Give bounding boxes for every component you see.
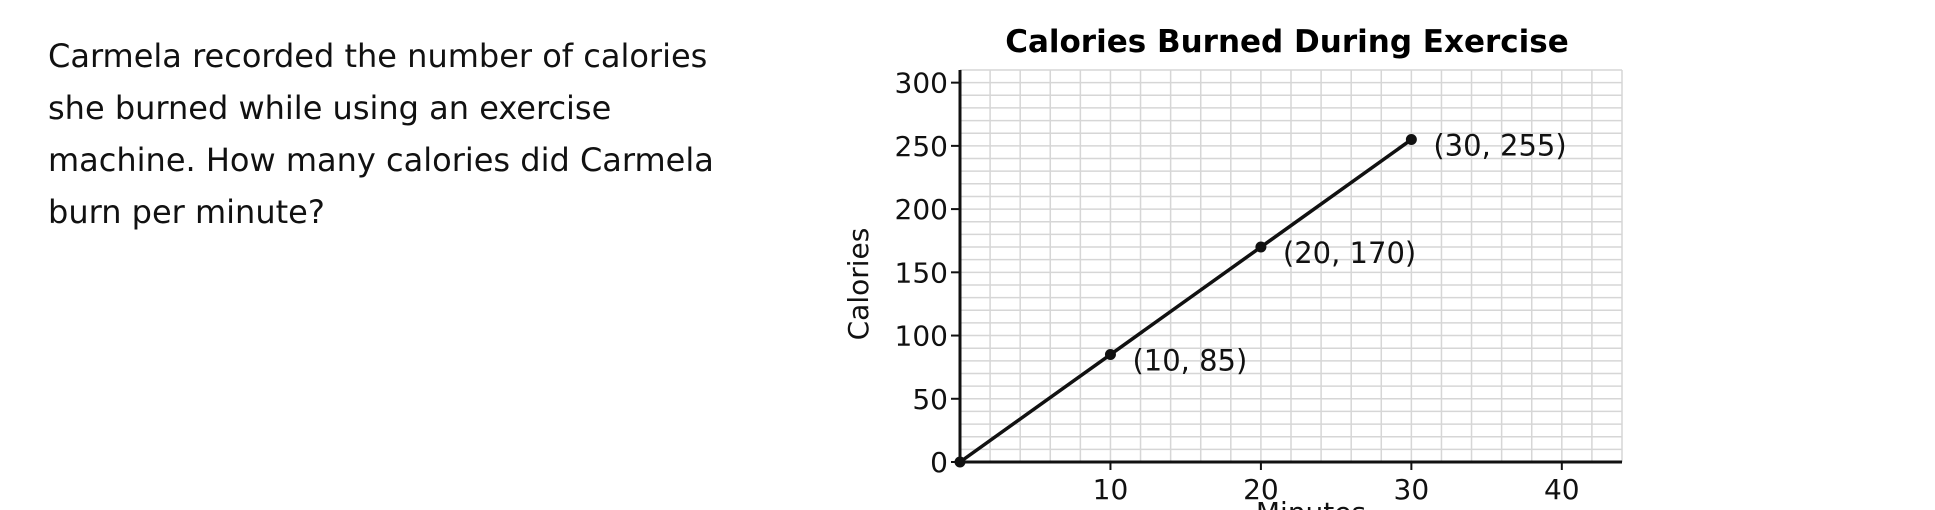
y-tick-label: 250: [895, 130, 948, 163]
question-line-2: she burned while using an exercise: [48, 89, 612, 127]
x-tick-label: 40: [1544, 473, 1580, 506]
y-tick-label: 50: [912, 383, 948, 416]
y-axis-label: Calories: [842, 228, 875, 341]
point-label: (20, 170): [1283, 236, 1416, 270]
question-text: Carmela recorded the number of calories …: [48, 30, 738, 238]
y-tick-label: 150: [895, 256, 948, 289]
x-tick-label: 30: [1394, 473, 1430, 506]
point-label: (30, 255): [1433, 129, 1566, 163]
x-axis-label: Minutes: [1256, 496, 1366, 510]
data-point: [1405, 134, 1417, 146]
x-tick-label: 20: [1243, 473, 1279, 506]
question-line-3: machine. How many calories did Carmela: [48, 141, 714, 179]
chart-ticks: 0 50 100 150 200 250 300 10 20 30 40: [895, 67, 1580, 506]
chart-point-labels: (10, 85) (20, 170) (30, 255): [1132, 129, 1566, 378]
y-tick-label: 0: [930, 446, 948, 479]
y-tick-label: 100: [895, 320, 948, 353]
data-point: [1255, 241, 1267, 253]
y-tick-label: 200: [895, 193, 948, 226]
y-tick-label: 300: [895, 67, 948, 100]
question-line-1: Carmela recorded the number of calories: [48, 37, 708, 75]
series-line: [958, 138, 1413, 464]
chart-grid: [960, 69, 1623, 462]
question-line-4: burn per minute?: [48, 193, 325, 231]
chart-axes: [958, 70, 1622, 464]
x-tick-label: 10: [1093, 473, 1129, 506]
data-point: [1104, 349, 1116, 361]
chart-title: Calories Burned During Exercise: [1005, 24, 1569, 60]
point-label: (10, 85): [1132, 344, 1247, 378]
data-point: [954, 456, 966, 468]
chart-series: [954, 134, 1417, 468]
